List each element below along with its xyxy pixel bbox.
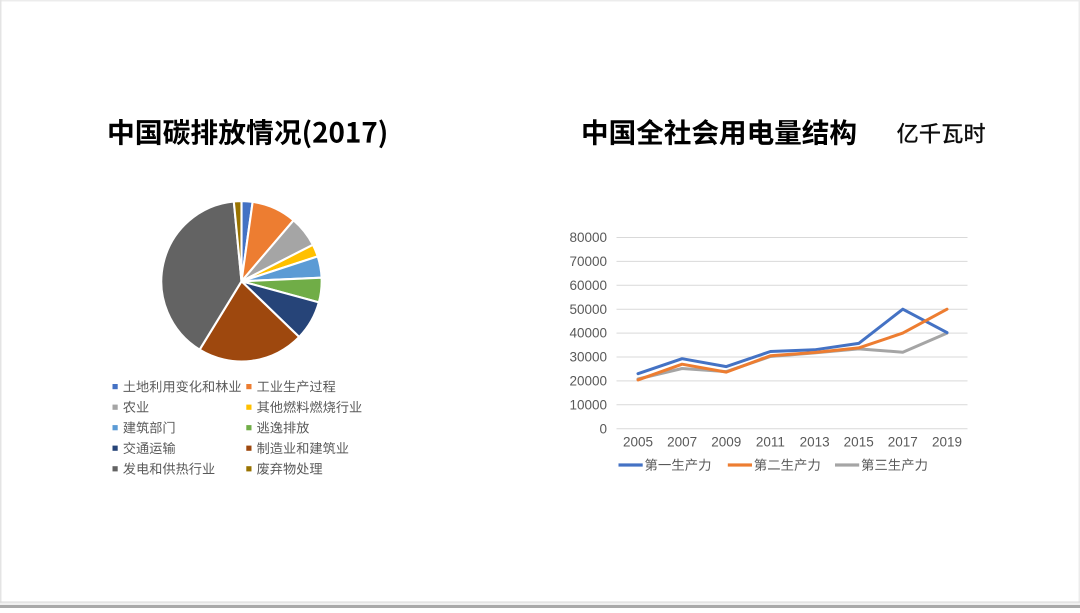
- svg-text:60000: 60000: [569, 278, 607, 293]
- svg-text:40000: 40000: [569, 326, 607, 341]
- svg-text:10000: 10000: [569, 397, 607, 412]
- svg-text:2009: 2009: [711, 434, 741, 449]
- svg-text:30000: 30000: [569, 350, 607, 365]
- svg-text:2007: 2007: [667, 434, 697, 449]
- svg-text:2019: 2019: [932, 434, 962, 449]
- svg-text:0: 0: [599, 421, 607, 436]
- svg-text:50000: 50000: [569, 302, 607, 317]
- svg-text:20000: 20000: [569, 374, 607, 389]
- svg-text:2013: 2013: [800, 434, 830, 449]
- svg-text:2015: 2015: [844, 434, 874, 449]
- svg-text:2011: 2011: [756, 434, 785, 449]
- svg-text:70000: 70000: [569, 254, 607, 269]
- svg-text:2005: 2005: [623, 434, 653, 449]
- svg-text:2017: 2017: [888, 434, 918, 449]
- svg-text:80000: 80000: [569, 230, 607, 245]
